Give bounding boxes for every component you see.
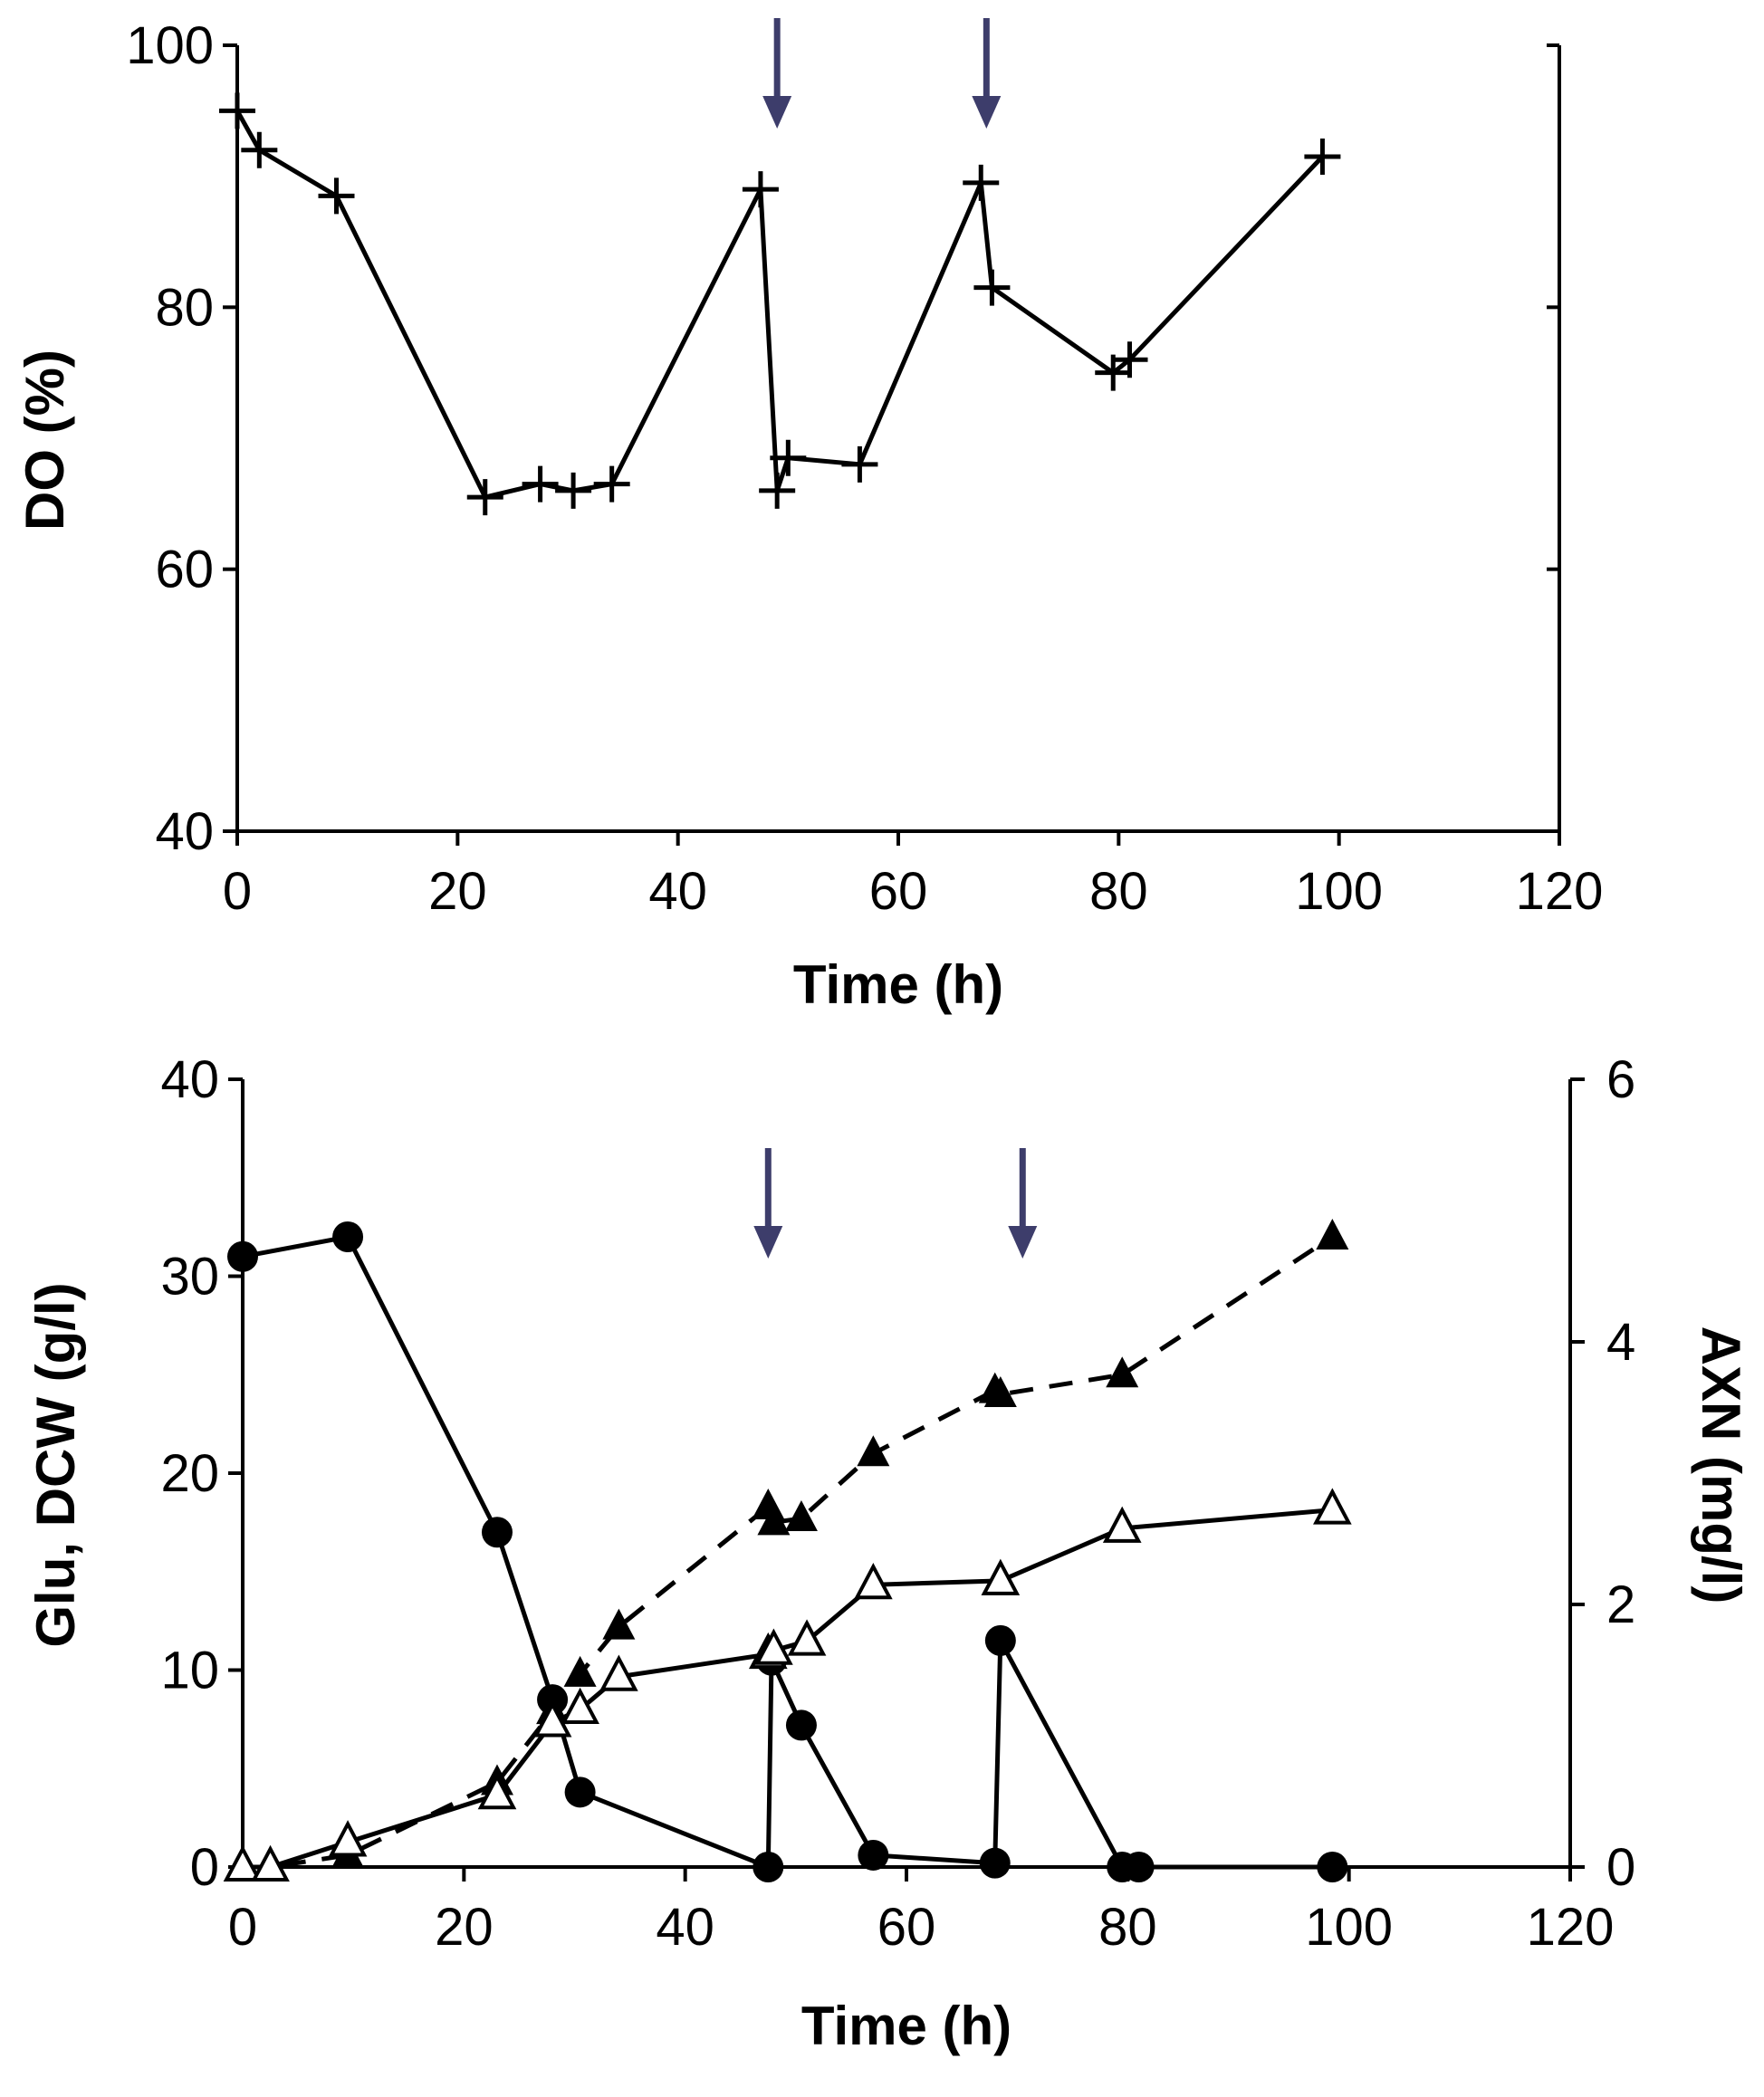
series-line-do xyxy=(235,110,1325,500)
data-point-triangle-open xyxy=(328,1820,368,1857)
data-point-plus xyxy=(593,465,630,503)
x-axis-title: Time (h) xyxy=(801,1996,1011,2056)
x-tick-label: 40 xyxy=(648,862,707,921)
y-tick-label: 0 xyxy=(190,1838,219,1897)
data-point-triangle-open xyxy=(561,1687,599,1724)
arrow-head xyxy=(762,96,792,129)
y-tick-label: 100 xyxy=(126,16,214,75)
y2-axis-title: AXN (mg/l) xyxy=(1691,1326,1751,1604)
data-point-circle xyxy=(984,1624,1016,1656)
x-tick-label: 120 xyxy=(1527,1898,1615,1957)
data-point-triangle-filled xyxy=(757,1504,791,1536)
y2-tick-label: 0 xyxy=(1606,1838,1635,1897)
data-point-triangle-open xyxy=(787,1619,827,1656)
y-axis-title: Glu, DCW (g/l) xyxy=(25,1282,86,1647)
data-point-triangle-open xyxy=(754,1628,793,1665)
data-point-plus xyxy=(973,269,1011,306)
x-tick-label: 100 xyxy=(1295,862,1383,921)
y-tick-label: 40 xyxy=(160,1050,219,1109)
y2-tick-label: 2 xyxy=(1606,1575,1635,1634)
y2-tick-label: 4 xyxy=(1606,1313,1635,1372)
data-point-triangle-filled xyxy=(563,1655,597,1687)
x-tick-label: 80 xyxy=(1098,1898,1157,1957)
annotation-arrow xyxy=(753,1148,783,1259)
data-point-triangle-filled xyxy=(857,1435,890,1467)
data-point-plus xyxy=(522,465,559,503)
data-point-triangle-filled xyxy=(1106,1356,1139,1388)
annotation-arrow xyxy=(1008,1148,1038,1259)
data-point-circle xyxy=(481,1517,513,1548)
x-tick-label: 60 xyxy=(877,1898,936,1957)
data-point-triangle-open xyxy=(981,1558,1021,1595)
data-point-triangle-open xyxy=(599,1654,638,1691)
x-tick-label: 60 xyxy=(869,862,928,921)
data-point-circle xyxy=(564,1776,596,1808)
annotation-arrow xyxy=(762,18,792,129)
data-point-circle xyxy=(785,1709,817,1741)
x-tick-label: 0 xyxy=(223,862,252,921)
data-point-triangle-filled xyxy=(784,1500,818,1532)
data-point-triangle-filled xyxy=(752,1488,785,1519)
data-point-circle xyxy=(1123,1852,1155,1882)
data-point-triangle-open xyxy=(1102,1506,1142,1543)
y-tick-label: 10 xyxy=(160,1642,219,1700)
data-point-circle xyxy=(227,1240,258,1272)
data-point-triangle-open xyxy=(1313,1488,1352,1525)
y-tick-label: 20 xyxy=(160,1444,219,1503)
data-point-plus xyxy=(770,439,807,476)
x-tick-label: 80 xyxy=(1089,862,1148,921)
arrow-head xyxy=(1008,1226,1038,1259)
data-point-plus xyxy=(963,164,1000,201)
data-point-triangle-filled xyxy=(1316,1219,1349,1250)
data-point-plus xyxy=(841,445,878,483)
x-tick-label: 0 xyxy=(228,1898,257,1957)
x-tick-label: 40 xyxy=(656,1898,714,1957)
y-tick-label: 80 xyxy=(155,278,214,337)
x-tick-label: 120 xyxy=(1516,862,1604,921)
data-point-triangle-open xyxy=(532,1700,572,1738)
data-point-triangle-open xyxy=(854,1562,893,1600)
data-point-circle xyxy=(332,1221,364,1252)
series-glucose xyxy=(227,1221,1348,1882)
annotation-arrow xyxy=(972,18,1002,129)
y-axis-title: DO (%) xyxy=(14,350,75,531)
series-line-axn xyxy=(243,1508,1333,1870)
y-tick-label: 40 xyxy=(155,802,214,861)
x-tick-label: 20 xyxy=(428,862,487,921)
data-point-circle xyxy=(858,1839,889,1871)
data-point-triangle-filled xyxy=(983,1376,1017,1407)
y2-tick-label: 6 xyxy=(1606,1050,1635,1109)
data-point-triangle-open xyxy=(223,1844,263,1882)
x-axis-title: Time (h) xyxy=(793,954,1003,1015)
data-point-plus xyxy=(742,171,779,208)
data-point-plus xyxy=(1304,138,1341,175)
series-line-dcw xyxy=(243,1234,1334,1870)
data-point-plus xyxy=(318,177,355,215)
data-point-plus xyxy=(466,479,503,516)
x-tick-label: 100 xyxy=(1305,1898,1393,1957)
arrow-head xyxy=(753,1226,783,1259)
data-point-plus xyxy=(555,472,592,509)
y-tick-label: 30 xyxy=(160,1248,219,1307)
data-point-triangle-filled xyxy=(602,1608,636,1640)
data-point-plus xyxy=(219,92,255,129)
series-dcw xyxy=(226,1219,1349,1880)
data-point-triangle-open xyxy=(251,1844,290,1882)
series-axn xyxy=(223,1488,1352,1882)
data-point-plus xyxy=(241,131,278,168)
data-point-plus xyxy=(759,472,796,509)
series-line-glucose xyxy=(242,1234,1333,1871)
arrow-head xyxy=(972,96,1002,129)
data-point-circle xyxy=(979,1847,1011,1879)
do-chart: 0 20 40 60 80 100 120 40 60 80 100 Time (h) DO (%) xyxy=(14,16,1603,1015)
y-tick-label: 60 xyxy=(155,541,214,599)
data-point-circle xyxy=(753,1852,784,1882)
x-tick-label: 20 xyxy=(435,1898,494,1957)
data-point-circle xyxy=(1317,1852,1348,1882)
series-do xyxy=(219,92,1341,516)
data-point-plus xyxy=(1111,341,1148,378)
data-point-triangle-open xyxy=(477,1772,517,1810)
